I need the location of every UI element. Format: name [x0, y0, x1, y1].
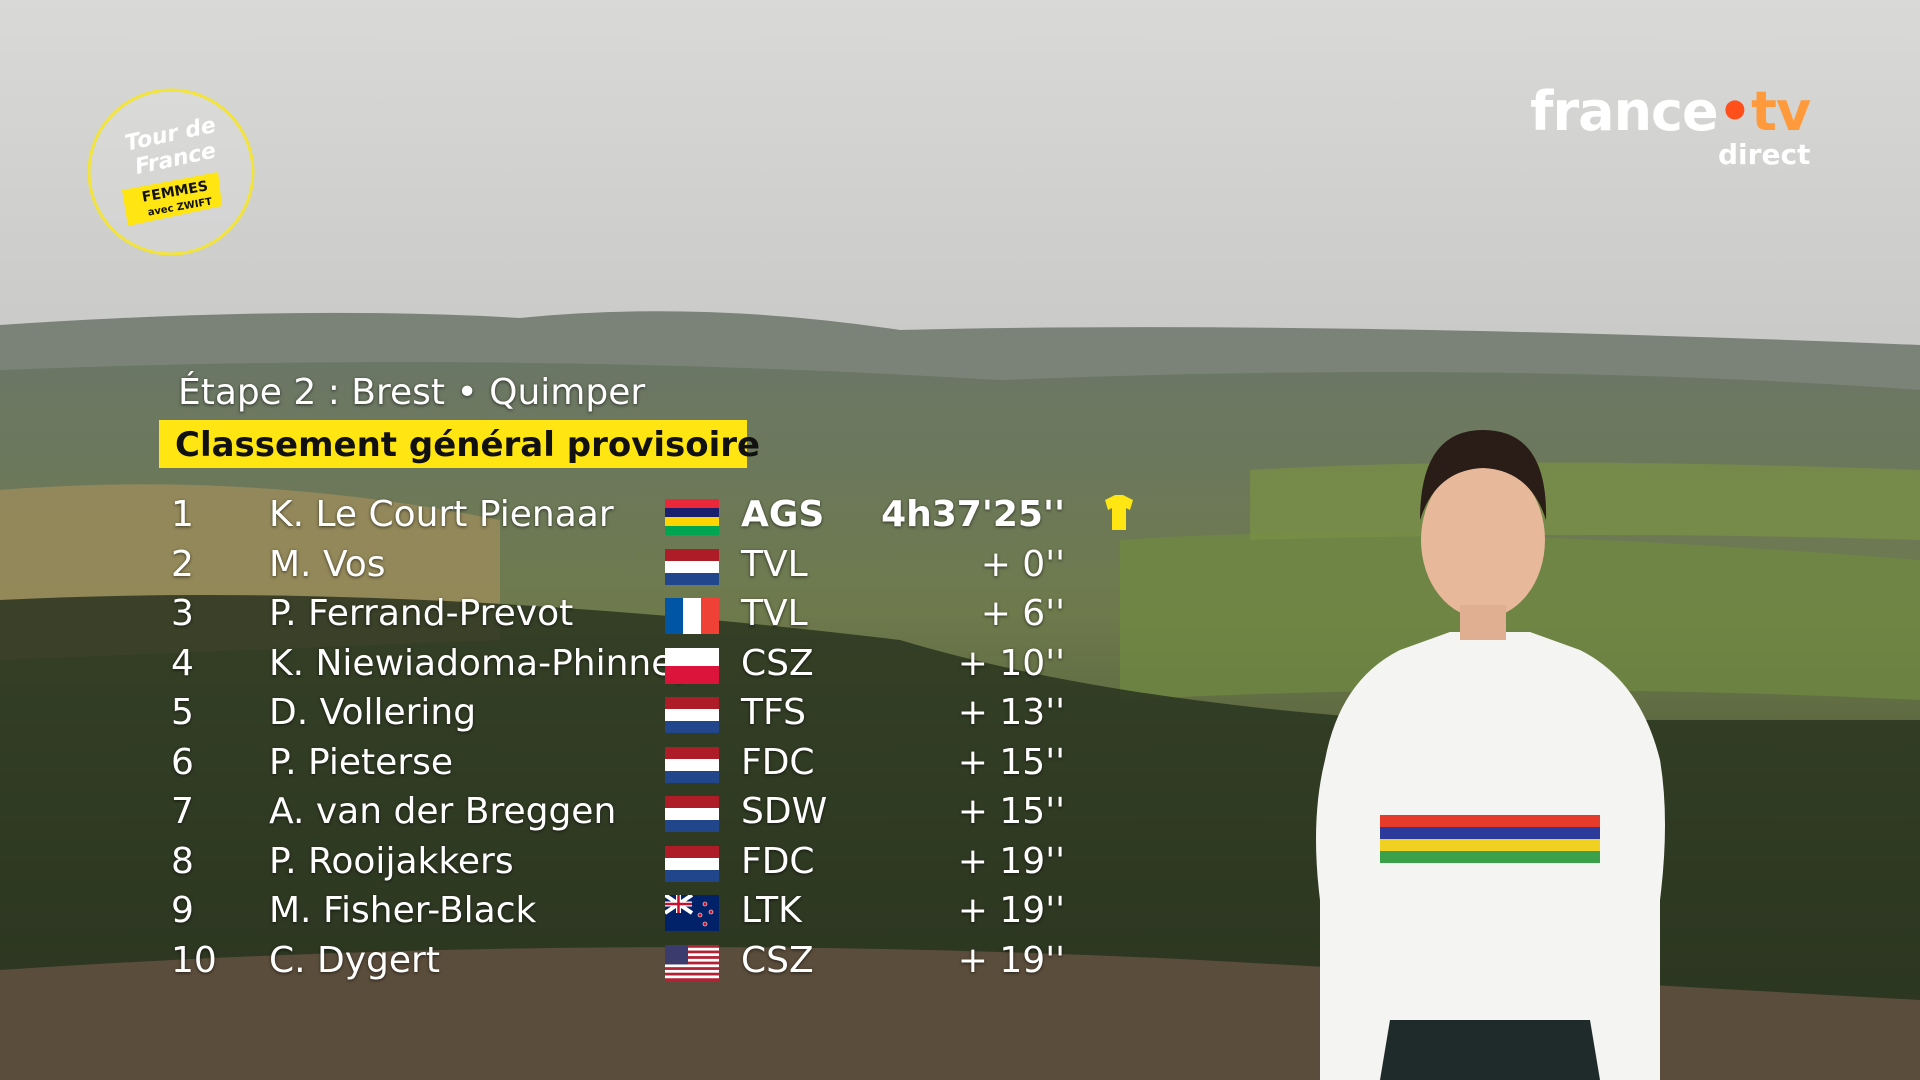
standings-row: 1 K. Le Court Pienaar AGS 4h37'25'': [0, 492, 1150, 542]
stage-name: Étape 2 : Brest • Quimper: [178, 372, 646, 413]
team-code: CSZ: [741, 940, 814, 981]
team-code: FDC: [741, 841, 815, 882]
yellow-jersey-icon: [1105, 495, 1133, 530]
broadcaster-logo: france•tv: [1530, 80, 1811, 143]
time: + 15'': [957, 791, 1065, 832]
standings-row: 7 A. van der Breggen SDW + 15'': [0, 789, 1150, 839]
team-code: AGS: [741, 494, 825, 535]
time: + 13'': [957, 692, 1065, 733]
rider-name: K. Le Court Pienaar: [269, 494, 614, 535]
rank: 4: [171, 643, 194, 684]
title-banner: Classement général provisoire: [159, 420, 760, 468]
time: + 6'': [980, 593, 1065, 634]
standings-row: 10 C. Dygert CSZ + 19'': [0, 938, 1150, 988]
rider-name: K. Niewiadoma-Phinney: [269, 643, 695, 684]
time: + 19'': [957, 841, 1065, 882]
rider-name: M. Fisher-Black: [269, 890, 537, 931]
flag: [665, 648, 719, 684]
standings-row: 2 M. Vos TVL + 0'': [0, 542, 1150, 592]
rank: 8: [171, 841, 194, 882]
standings-row: 5 D. Vollering TFS + 13'': [0, 690, 1150, 740]
time: + 19'': [957, 940, 1065, 981]
rider-name: P. Ferrand-Prevot: [269, 593, 574, 634]
rider-name: P. Rooijakkers: [269, 841, 514, 882]
flag: [665, 796, 719, 832]
time: + 19'': [957, 890, 1065, 931]
standings-row: 6 P. Pieterse FDC + 15'': [0, 740, 1150, 790]
flag: [665, 945, 719, 981]
standings-row: 4 K. Niewiadoma-Phinney CSZ + 10'': [0, 641, 1150, 691]
rank: 5: [171, 692, 194, 733]
rider-photo: [1316, 430, 1665, 1080]
rank: 2: [171, 544, 194, 585]
team-code: TVL: [741, 593, 808, 634]
rank: 3: [171, 593, 194, 634]
standings-row: 9 M. Fisher-Black LTK + 19'': [0, 888, 1150, 938]
team-code: TFS: [741, 692, 806, 733]
flag: [665, 598, 719, 634]
standings-title: Classement général provisoire: [175, 425, 761, 465]
flag: [665, 499, 719, 535]
rider-name: P. Pieterse: [269, 742, 454, 783]
rank: 9: [171, 890, 194, 931]
race-logo-badge: [87, 88, 255, 256]
time: + 10'': [957, 643, 1065, 684]
standings-row: 8 P. Rooijakkers FDC + 19'': [0, 839, 1150, 889]
rider-name: A. van der Breggen: [269, 791, 617, 832]
flag: [665, 846, 719, 882]
rank: 1: [171, 494, 194, 535]
team-code: CSZ: [741, 643, 814, 684]
standings-row: 3 P. Ferrand-Prevot TVL + 6'': [0, 591, 1150, 641]
rider-name: C. Dygert: [269, 940, 440, 981]
flag: [665, 895, 719, 931]
flag: [665, 747, 719, 783]
rider-name: D. Vollering: [269, 692, 477, 733]
broadcaster-brand: france: [1530, 80, 1719, 143]
rank: 10: [171, 940, 217, 981]
flag: [665, 549, 719, 585]
time: + 0'': [980, 544, 1065, 585]
team-code: FDC: [741, 742, 815, 783]
live-label: direct: [1718, 138, 1811, 171]
team-code: LTK: [741, 890, 802, 931]
rank: 6: [171, 742, 194, 783]
flag: [665, 697, 719, 733]
rider-name: M. Vos: [269, 544, 386, 585]
time: + 15'': [957, 742, 1065, 783]
rank: 7: [171, 791, 194, 832]
time: 4h37'25'': [881, 494, 1065, 535]
broadcaster-suffix: tv: [1751, 80, 1811, 143]
team-code: SDW: [741, 791, 828, 832]
team-code: TVL: [741, 544, 808, 585]
